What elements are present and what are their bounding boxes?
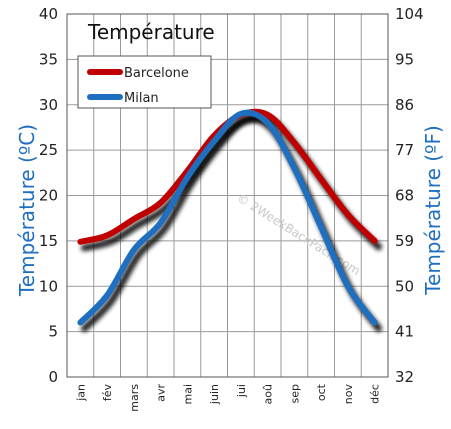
y-tick-right: 68 [395,187,414,205]
y-tick-left: 5 [48,323,58,341]
x-tick-label: nov [342,384,355,405]
legend-label-milan: Milan [124,91,159,106]
y-tick-right: 86 [395,96,414,114]
plot-frame [66,13,389,378]
x-tick-label: mars [128,384,141,412]
right-axis-title: Température (ºF) [421,125,445,296]
x-tick-label: juin [208,384,221,405]
axes [66,13,389,378]
y-tick-right: 59 [395,232,414,250]
x-tick-label: aoû [262,384,275,404]
x-tick-label: avr [155,384,168,402]
y-tick-left: 35 [39,50,58,68]
tick-labels: 0 5 10 15 20 25 30 35 40 32 41 50 59 68 77 86 95 104 jan fé… [39,5,424,412]
x-tick-label: oct [315,383,328,401]
y-tick-left: 40 [39,5,58,23]
y-tick-right: 41 [395,323,414,341]
x-tick-label: déc [369,384,382,404]
y-tick-right: 32 [395,368,414,386]
watermark: © 2WeekBackPack.com [234,191,362,278]
series-lines [77,108,378,326]
chart-title: Température [87,20,215,44]
x-tick-label: jan [74,384,87,402]
x-tick-label: fév [101,384,114,402]
y-tick-left: 0 [48,368,58,386]
y-tick-left: 30 [39,96,58,114]
y-tick-left: 15 [39,232,58,250]
y-tick-right: 104 [395,5,424,23]
legend: Barcelone Milan [77,55,212,109]
x-tick-label: sep [288,384,301,403]
legend-label-barcelone: Barcelone [124,66,189,81]
y-tick-left: 25 [39,141,58,159]
y-tick-left: 10 [39,277,58,295]
y-tick-right: 50 [395,277,414,295]
series-line-milan [77,109,378,326]
left-axis-title: Température (ºC) [15,124,39,297]
y-tick-left: 20 [39,187,58,205]
y-tick-right: 77 [395,141,414,159]
y-tick-right: 95 [395,50,414,68]
x-tick-label: mai [181,384,194,405]
x-tick-label: jui [235,384,248,398]
